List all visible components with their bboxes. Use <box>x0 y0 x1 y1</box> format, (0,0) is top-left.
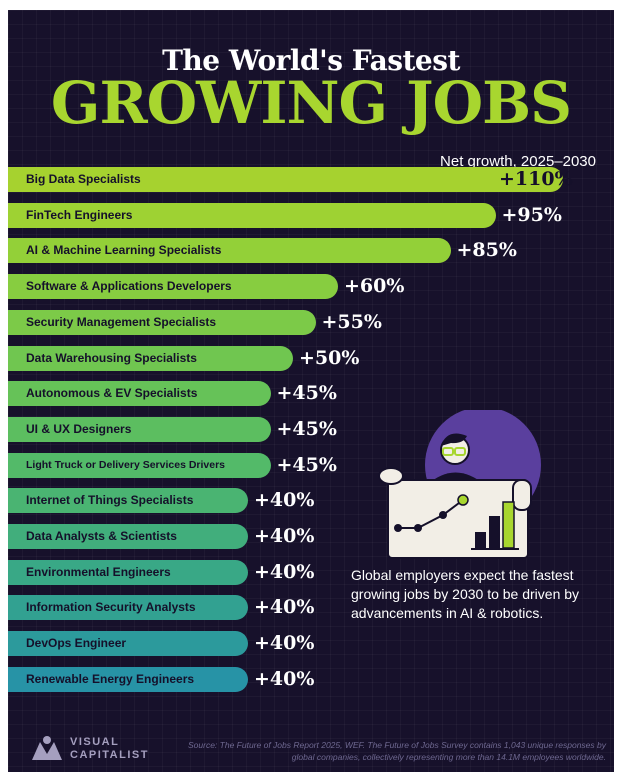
bar-10: Data Analysts & Scientists <box>8 524 248 549</box>
bar-label: Information Security Analysts <box>26 600 196 615</box>
glasses-icon <box>442 447 454 456</box>
person-hand <box>512 479 532 511</box>
title-line-2: GROWING JOBS <box>50 69 572 137</box>
bar-9: Internet of Things Specialists <box>8 488 248 514</box>
bar-value-label: +40% <box>254 489 315 512</box>
bar-5: Data Warehousing Specialists <box>8 345 293 371</box>
bar-value-label: +55% <box>321 310 382 333</box>
bar-value-label: +110% <box>499 168 573 190</box>
bar-value-label: +40% <box>254 525 315 547</box>
bar-value-label: +50% <box>299 346 360 369</box>
logo-text-line-1: VISUAL <box>70 736 120 748</box>
bar-0: Big Data Specialists <box>8 167 563 192</box>
bar-12: Information Security Analysts <box>8 595 248 621</box>
annotation-text: Global employers expect the fastest grow… <box>351 567 580 621</box>
bar-7: UI & UX Designers <box>8 416 271 442</box>
bar-6: Autonomous & EV Specialists <box>8 381 271 407</box>
mini-bar-3 <box>502 501 515 549</box>
bar-4: Security Management Specialists <box>8 309 316 335</box>
person-hair <box>441 433 467 446</box>
bar-2: AI & Machine Learning Specialists <box>8 238 451 264</box>
source-note: Source: The Future of Jobs Report 2025, … <box>188 740 606 762</box>
title-line-1: The World's Fastest <box>162 44 460 77</box>
bar-value-label: +45% <box>276 417 337 440</box>
bar-13: DevOps Engineer <box>8 631 248 657</box>
logo-text-line-2: CAPITALIST <box>70 749 149 761</box>
bar-value-label: +45% <box>276 453 337 476</box>
bar-label: Light Truck or Delivery Services Drivers <box>26 458 226 471</box>
mini-bar-1 <box>475 532 486 548</box>
bar-label: Renewable Energy Engineers <box>26 671 195 686</box>
highlight-point <box>457 494 469 506</box>
bar-label: Internet of Things Specialists <box>26 493 194 508</box>
bar-value-label: +45% <box>276 382 337 405</box>
visual-capitalist-logo: VISUAL CAPITALIST <box>30 734 170 764</box>
bar-label: Data Warehousing Specialists <box>26 350 197 365</box>
bar-14: Renewable Energy Engineers <box>8 666 248 692</box>
bar-value-label: +60% <box>344 275 405 298</box>
bar-11: Environmental Engineers <box>8 559 248 585</box>
bar-value-label: +95% <box>501 203 562 226</box>
bar-label: Security Management Specialists <box>26 314 217 329</box>
bar-label: Environmental Engineers <box>26 564 171 579</box>
bar-value-label: +85% <box>456 239 517 262</box>
bar-label: FinTech Engineers <box>26 207 133 222</box>
bar-value-label: +40% <box>254 667 315 690</box>
bar-label: AI & Machine Learning Specialists <box>26 243 222 258</box>
bar-value-label: +40% <box>254 596 315 619</box>
paper-roll <box>378 467 404 485</box>
bar-label: Data Analysts & Scientists <box>26 529 177 543</box>
bar-1: FinTech Engineers <box>8 202 496 228</box>
trend-line <box>398 499 464 529</box>
bar-label: UI & UX Designers <box>26 421 132 436</box>
chart-subtitle: Net growth, 2025–2030 <box>440 153 596 170</box>
bar-value-label: +40% <box>254 560 315 583</box>
worker-with-chart-illustration <box>378 410 541 559</box>
bar-value-label: +40% <box>254 632 315 655</box>
bar-label: Autonomous & EV Specialists <box>26 386 198 401</box>
bar-label: Big Data Specialists <box>26 172 141 186</box>
bar-label: DevOps Engineer <box>26 636 127 651</box>
bar-label: Software & Applications Developers <box>26 279 232 294</box>
infographic-canvas: The World's Fastest GROWING JOBS Net gro… <box>8 10 614 772</box>
bar-8: Light Truck or Delivery Services Drivers <box>8 452 271 478</box>
logo-icon <box>32 736 62 760</box>
bar-3: Software & Applications Developers <box>8 274 338 300</box>
mini-bar-2 <box>489 516 500 548</box>
